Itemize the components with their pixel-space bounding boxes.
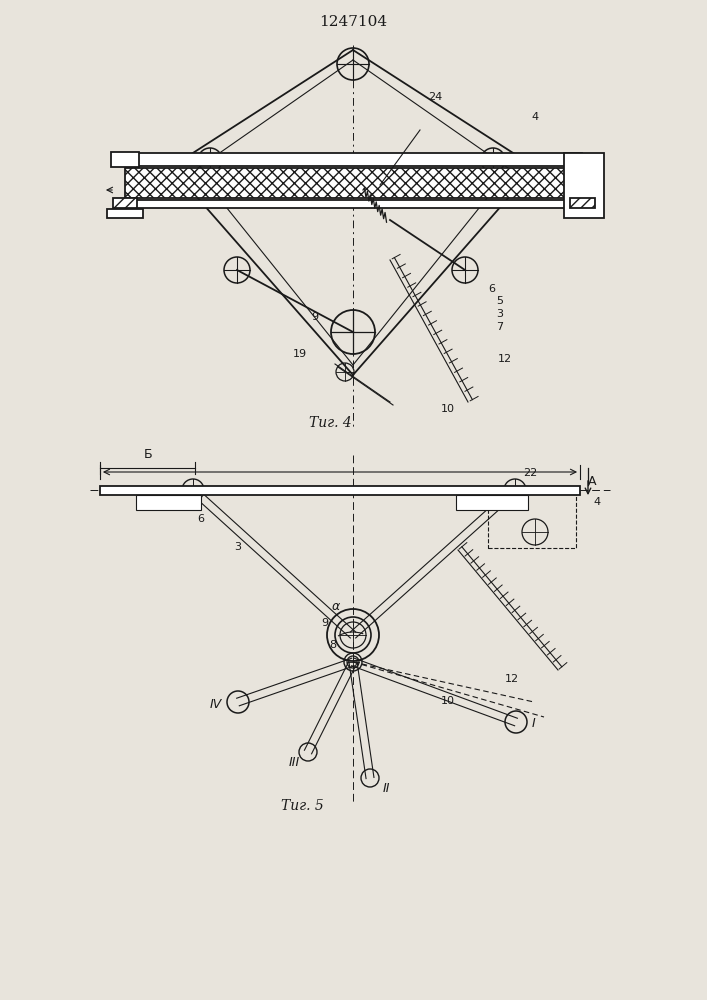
- Text: I: I: [532, 717, 536, 730]
- Text: 1247104: 1247104: [319, 15, 387, 29]
- Text: 3: 3: [496, 309, 503, 319]
- Text: 6: 6: [197, 514, 204, 524]
- Bar: [100, 486, 580, 495]
- Bar: [456, 495, 528, 510]
- Text: 4: 4: [593, 497, 600, 507]
- Text: 22: 22: [523, 468, 537, 478]
- Text: 10: 10: [441, 404, 455, 414]
- Text: 5: 5: [190, 502, 197, 512]
- Text: 6: 6: [489, 284, 496, 294]
- Text: α: α: [332, 600, 340, 613]
- Text: III: III: [288, 756, 300, 769]
- Bar: [564, 153, 604, 218]
- Text: 4: 4: [532, 112, 539, 122]
- Text: 12: 12: [498, 354, 512, 364]
- Text: 5: 5: [496, 296, 503, 306]
- Bar: [107, 209, 143, 218]
- Bar: [113, 198, 137, 208]
- Text: 19: 19: [293, 349, 307, 359]
- Text: 8: 8: [329, 640, 337, 650]
- Text: Τиг. 5: Τиг. 5: [281, 799, 323, 813]
- Text: Б: Б: [144, 448, 152, 461]
- Text: 9: 9: [312, 312, 319, 322]
- Text: 9: 9: [322, 618, 329, 628]
- Bar: [125, 200, 582, 208]
- Text: 10: 10: [441, 696, 455, 706]
- Text: 23: 23: [150, 157, 164, 167]
- Text: 18: 18: [173, 157, 187, 167]
- Bar: [111, 152, 139, 167]
- Text: 3: 3: [235, 542, 242, 552]
- Text: II: II: [382, 782, 390, 795]
- Bar: [125, 153, 582, 166]
- Bar: [136, 495, 201, 510]
- Text: A: A: [588, 475, 596, 488]
- Bar: [570, 198, 595, 208]
- Text: 2: 2: [204, 157, 211, 167]
- Text: 12: 12: [505, 674, 519, 684]
- Bar: [125, 168, 582, 198]
- Text: 7: 7: [496, 322, 503, 332]
- Text: 22: 22: [543, 157, 557, 167]
- Text: Τиг. 4: Τиг. 4: [309, 416, 351, 430]
- Text: IV: IV: [210, 698, 222, 711]
- Text: 24: 24: [428, 92, 442, 102]
